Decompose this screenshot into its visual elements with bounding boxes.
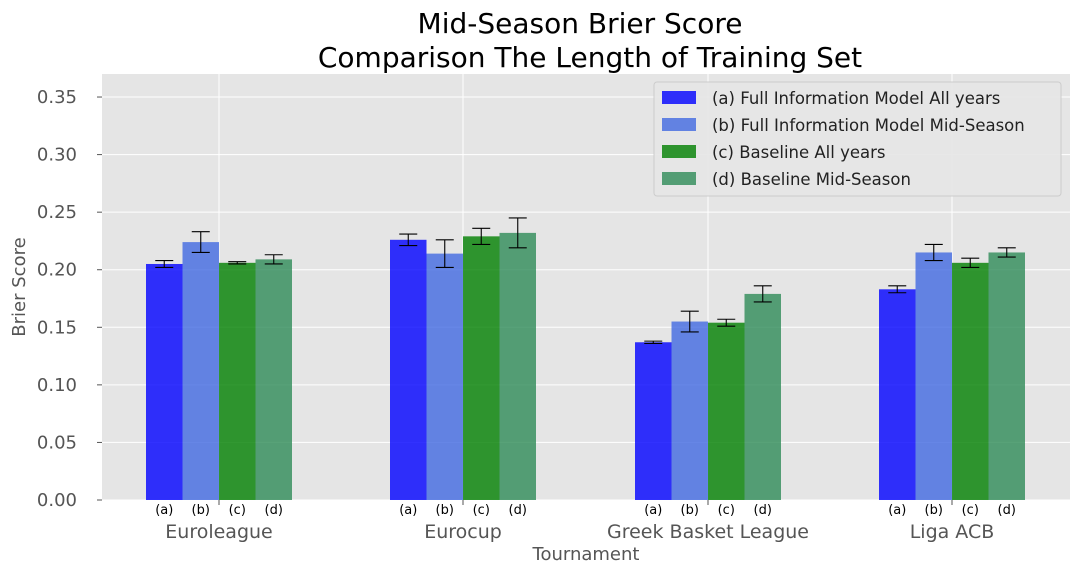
bar — [146, 263, 183, 500]
legend-swatch — [662, 91, 696, 104]
bar — [879, 289, 916, 500]
bar — [426, 253, 463, 500]
bar — [255, 259, 292, 500]
bar-sub-label: (c) — [473, 503, 490, 518]
category-label: Euroleague — [165, 521, 272, 543]
bar — [671, 321, 708, 500]
x-axis-label: Tournament — [532, 544, 640, 565]
category-label: Liga ACB — [910, 521, 995, 543]
legend-label: (b) Full Information Model Mid-Season — [712, 116, 1025, 135]
bar — [219, 262, 256, 500]
bar-sub-label: (d) — [998, 503, 1016, 518]
category-label: Eurocup — [424, 521, 502, 543]
y-tick-label: 0.20 — [37, 260, 77, 281]
x-axis: (a) (b) (c) (d) Euroleague (a) (b) (c) (d) Eurocu… — [155, 500, 1016, 543]
bar-sub-label: (b) — [436, 503, 454, 518]
bar — [988, 252, 1025, 500]
bar-sub-label: (c) — [229, 503, 246, 518]
bar-sub-label: (a) — [644, 503, 662, 518]
y-tick-label: 0.10 — [37, 375, 77, 396]
y-tick-label: 0.25 — [37, 202, 77, 223]
legend-label: (d) Baseline Mid-Season — [712, 170, 911, 189]
bar-sub-label: (c) — [718, 503, 735, 518]
bar — [635, 342, 672, 500]
y-tick-label: 0.35 — [37, 87, 77, 108]
legend-swatch — [662, 172, 696, 185]
chart-title-line-2: Comparison The Length of Training Set — [318, 41, 862, 74]
bar — [182, 242, 219, 500]
bar-sub-label: (b) — [192, 503, 210, 518]
bar-sub-label: (a) — [399, 503, 417, 518]
bars — [146, 217, 1025, 501]
legend-swatch — [662, 145, 696, 158]
bar-sub-label: (a) — [888, 503, 906, 518]
bar-sub-label: (d) — [754, 503, 772, 518]
bar-sub-label: (d) — [265, 503, 283, 518]
bar-sub-label: (c) — [962, 503, 979, 518]
y-axis: 0.00 0.05 0.10 0.15 0.20 0.25 0.30 0.35 — [37, 87, 102, 511]
category-label: Greek Basket League — [607, 521, 809, 543]
y-tick-label: 0.15 — [37, 317, 77, 338]
bar — [915, 252, 952, 500]
legend-label: (a) Full Information Model All years — [712, 89, 1000, 108]
bar — [463, 236, 500, 500]
y-tick-label: 0.30 — [37, 145, 77, 166]
y-tick-label: 0.00 — [37, 490, 77, 511]
legend-swatch — [662, 118, 696, 131]
y-axis-label: Brier Score — [9, 237, 30, 336]
bar-sub-label: (d) — [509, 503, 527, 518]
chart-title: Mid-Season Brier Score Comparison The Le… — [318, 7, 862, 74]
bar-sub-label: (b) — [681, 503, 699, 518]
bar — [499, 232, 536, 501]
bar-sub-label: (a) — [155, 503, 173, 518]
legend: (a) Full Information Model All years (b) … — [653, 81, 1062, 197]
legend-label: (c) Baseline All years — [712, 143, 886, 162]
bar — [390, 239, 427, 500]
y-tick-label: 0.05 — [37, 432, 77, 453]
legend-box — [653, 81, 1062, 197]
bar — [708, 322, 745, 500]
bar — [952, 262, 989, 500]
chart-title-line-1: Mid-Season Brier Score — [418, 7, 743, 40]
bar-sub-label: (b) — [925, 503, 943, 518]
bar — [744, 293, 781, 500]
